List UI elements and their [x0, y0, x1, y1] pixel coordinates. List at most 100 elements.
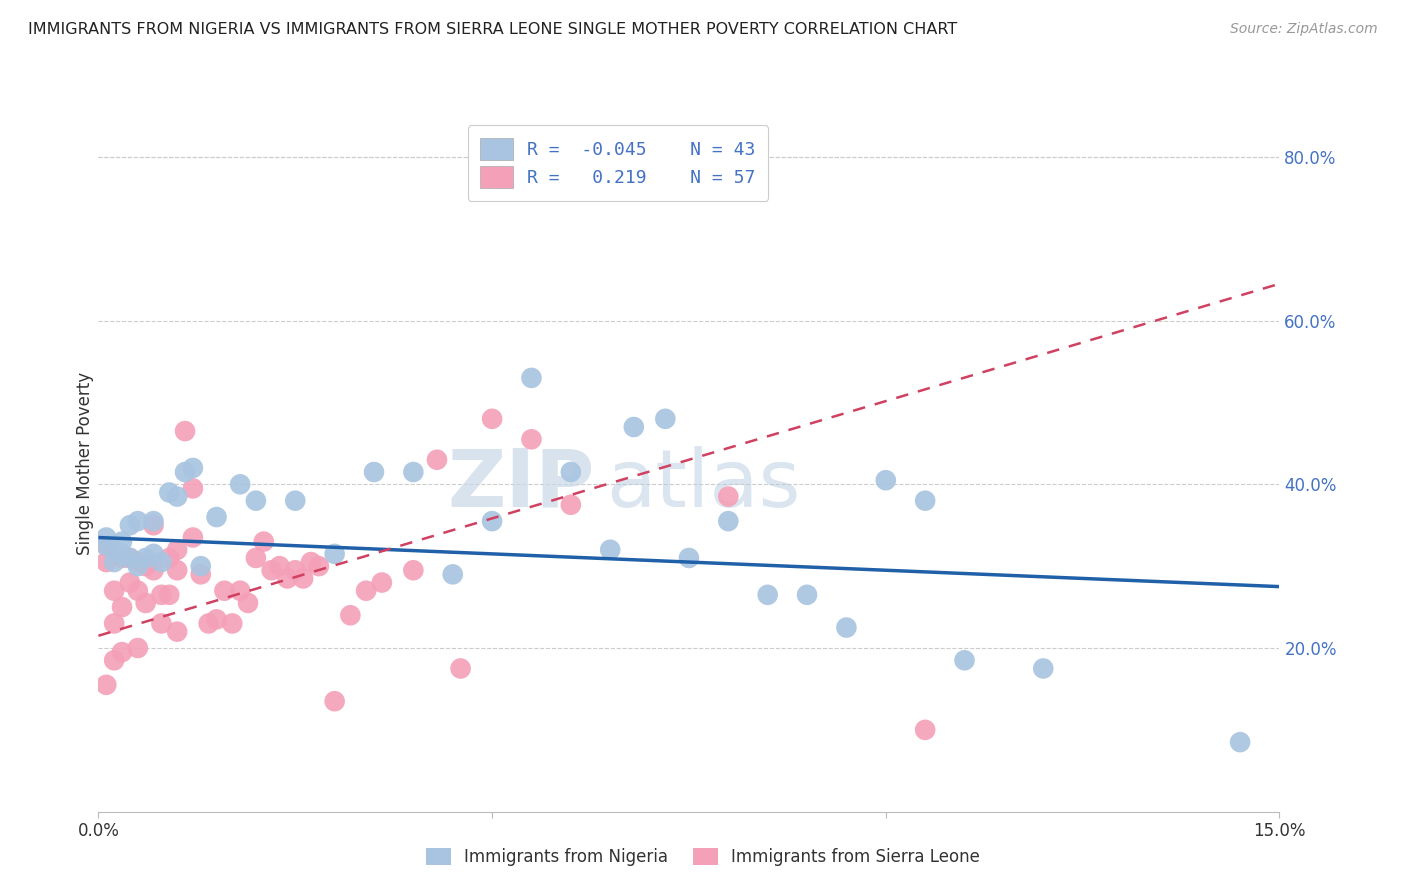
Point: [111, 534, 134, 549]
Point: [402, 563, 425, 577]
Point: [1032, 661, 1054, 675]
Point: [599, 542, 621, 557]
Point: [450, 661, 472, 675]
Point: [150, 588, 173, 602]
Point: [299, 555, 322, 569]
Point: [150, 616, 173, 631]
Text: Source: ZipAtlas.com: Source: ZipAtlas.com: [1230, 22, 1378, 37]
Point: [756, 588, 779, 602]
Point: [127, 559, 149, 574]
Point: [181, 461, 204, 475]
Point: [142, 547, 165, 561]
Point: [135, 551, 157, 566]
Point: [127, 583, 149, 598]
Point: [717, 514, 740, 528]
Point: [323, 694, 346, 708]
Point: [103, 653, 125, 667]
Text: IMMIGRANTS FROM NIGERIA VS IMMIGRANTS FROM SIERRA LEONE SINGLE MOTHER POVERTY CO: IMMIGRANTS FROM NIGERIA VS IMMIGRANTS FR…: [28, 22, 957, 37]
Legend: R =  -0.045    N = 43, R =   0.219    N = 57: R = -0.045 N = 43, R = 0.219 N = 57: [468, 125, 768, 201]
Point: [371, 575, 394, 590]
Point: [914, 493, 936, 508]
Point: [260, 563, 283, 577]
Point: [166, 563, 188, 577]
Point: [269, 559, 291, 574]
Point: [118, 575, 141, 590]
Point: [276, 571, 298, 585]
Point: [142, 514, 165, 528]
Point: [157, 551, 180, 566]
Point: [190, 559, 212, 574]
Point: [221, 616, 243, 631]
Point: [599, 142, 621, 156]
Point: [339, 608, 361, 623]
Point: [142, 518, 165, 533]
Point: [560, 465, 582, 479]
Point: [96, 539, 118, 553]
Point: [205, 510, 228, 524]
Point: [229, 477, 252, 491]
Legend: Immigrants from Nigeria, Immigrants from Sierra Leone: Immigrants from Nigeria, Immigrants from…: [418, 840, 988, 875]
Point: [127, 514, 149, 528]
Point: [166, 490, 188, 504]
Point: [308, 559, 330, 574]
Point: [197, 616, 219, 631]
Point: [236, 596, 259, 610]
Y-axis label: Single Mother Poverty: Single Mother Poverty: [76, 372, 94, 556]
Point: [103, 542, 125, 557]
Point: [253, 534, 276, 549]
Point: [96, 539, 118, 553]
Point: [96, 555, 118, 569]
Point: [914, 723, 936, 737]
Point: [118, 518, 141, 533]
Point: [426, 452, 449, 467]
Point: [166, 542, 188, 557]
Point: [284, 493, 307, 508]
Point: [111, 645, 134, 659]
Point: [150, 555, 173, 569]
Point: [245, 493, 267, 508]
Point: [402, 465, 425, 479]
Point: [441, 567, 464, 582]
Text: ZIP: ZIP: [447, 446, 595, 524]
Point: [135, 596, 157, 610]
Point: [623, 420, 645, 434]
Point: [135, 559, 157, 574]
Point: [174, 424, 197, 438]
Point: [166, 624, 188, 639]
Point: [323, 547, 346, 561]
Point: [111, 551, 134, 566]
Point: [205, 612, 228, 626]
Point: [103, 583, 125, 598]
Point: [245, 551, 267, 566]
Point: [190, 567, 212, 582]
Point: [127, 640, 149, 655]
Point: [654, 412, 676, 426]
Point: [103, 616, 125, 631]
Point: [354, 583, 377, 598]
Point: [363, 465, 385, 479]
Point: [717, 490, 740, 504]
Point: [103, 555, 125, 569]
Point: [118, 551, 141, 566]
Point: [481, 514, 503, 528]
Point: [118, 551, 141, 566]
Point: [835, 621, 858, 635]
Point: [1229, 735, 1251, 749]
Point: [157, 588, 180, 602]
Point: [229, 583, 252, 598]
Text: atlas: atlas: [606, 446, 800, 524]
Point: [560, 498, 582, 512]
Point: [111, 600, 134, 615]
Point: [181, 482, 204, 496]
Point: [678, 551, 700, 566]
Point: [796, 588, 818, 602]
Point: [292, 571, 315, 585]
Point: [157, 485, 180, 500]
Point: [127, 555, 149, 569]
Point: [142, 563, 165, 577]
Point: [953, 653, 976, 667]
Point: [214, 583, 236, 598]
Point: [520, 371, 543, 385]
Point: [481, 412, 503, 426]
Point: [875, 473, 897, 487]
